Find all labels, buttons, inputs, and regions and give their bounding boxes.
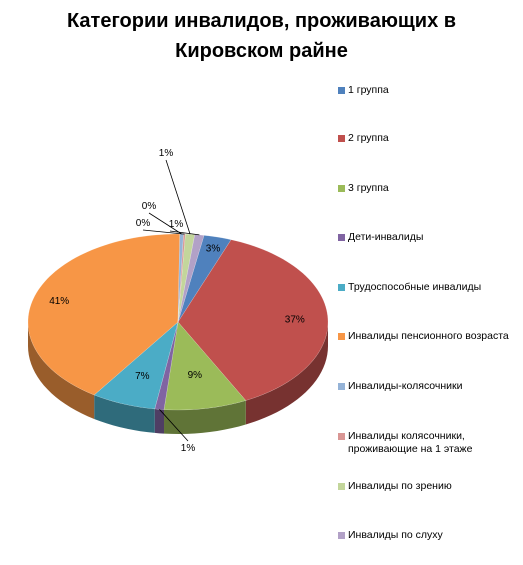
legend-label: Инвалиды колясочники, проживающие на 1 э… (348, 430, 473, 455)
legend-label: Трудоспособные инвалиды (348, 281, 482, 293)
legend-swatch (338, 383, 345, 390)
legend-label: Инвалиды по слуху (348, 529, 443, 541)
leader-line-7 (148, 212, 182, 235)
leader-line-8 (142, 229, 185, 235)
leader-line-4 (159, 409, 189, 442)
pie-slice-6 (27, 233, 181, 396)
pie-side-2 (245, 322, 328, 425)
legend-label: Инвалиды пенсионного возраста (348, 330, 509, 342)
data-label-9: 1% (159, 148, 174, 159)
pie-side-faces (28, 322, 328, 434)
pie-slice-2 (177, 239, 329, 401)
data-label-5: 7% (135, 371, 150, 382)
legend-swatch (338, 284, 345, 291)
legend-swatch (338, 433, 345, 440)
legend-label: Дети-инвалиды (348, 231, 424, 243)
data-labels: 3% 37% 9% 1% 7% 41% 0% 0% 1% 1% (49, 148, 305, 454)
data-label-3: 9% (188, 370, 203, 381)
data-label-7: 0% (142, 201, 157, 212)
data-label-10: 1% (169, 219, 184, 230)
legend-swatch (338, 333, 345, 340)
data-label-6: 41% (49, 296, 69, 307)
leader-line-9 (165, 159, 191, 235)
pie-slice-3 (163, 321, 247, 411)
leader-lines (142, 159, 200, 442)
pie-top-faces (27, 233, 329, 411)
data-label-1: 3% (206, 243, 221, 254)
pie-slice-10 (177, 234, 205, 323)
pie-side-3 (164, 400, 246, 434)
pie-slice-1 (177, 235, 232, 323)
legend-swatch (338, 135, 345, 142)
pie-side-5 (94, 394, 155, 433)
legend-swatch (338, 483, 345, 490)
pie-side-4 (154, 408, 165, 434)
legend-label: Инвалиды по зрению (348, 480, 452, 492)
leader-line-10 (169, 230, 200, 236)
legend-swatch (338, 234, 345, 241)
legend-swatch (338, 532, 345, 539)
chart-title: Категории инвалидов, проживающих в Киров… (66, 10, 457, 62)
legend-swatch (338, 87, 345, 94)
pie-side-6 (28, 322, 95, 419)
legend-swatch (338, 185, 345, 192)
data-label-2: 37% (285, 314, 305, 325)
legend-label: Инвалиды-колясочники (348, 380, 463, 392)
legend-label: 1 группа (348, 84, 389, 96)
data-label-4: 1% (181, 443, 196, 454)
chart-legend: 1 группа 2 группа 3 группа Дети-инвалиды Тру… (338, 0, 523, 565)
pie-slice-5 (93, 321, 179, 410)
pie-slice-4 (154, 321, 179, 410)
legend-label: 2 группа (348, 132, 389, 144)
data-label-8: 0% (136, 218, 151, 229)
legend-label: 3 группа (348, 182, 389, 194)
